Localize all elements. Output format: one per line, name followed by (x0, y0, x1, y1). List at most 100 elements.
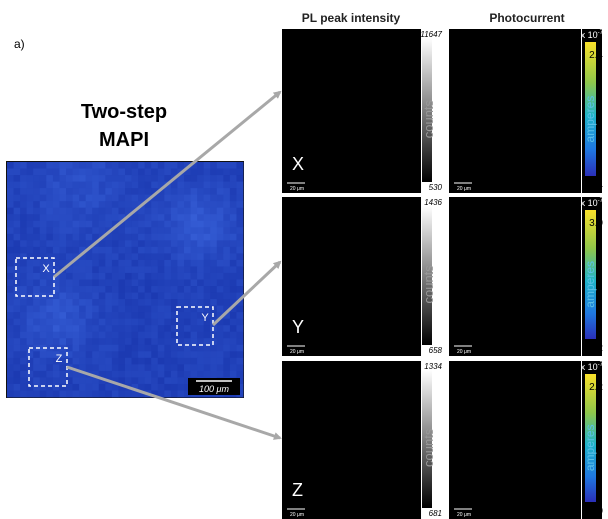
pixel (112, 345, 119, 352)
pixel (488, 243, 494, 249)
pixel (510, 88, 516, 94)
pixel (59, 214, 66, 221)
pixel (307, 162, 312, 167)
pixel (236, 234, 243, 241)
pixel (73, 293, 80, 300)
scale-bar-label: 20 μm (290, 349, 304, 355)
pixel (14, 319, 21, 326)
pixel (376, 277, 381, 282)
pixel (145, 312, 152, 319)
pixel (569, 277, 575, 283)
pixel (230, 351, 237, 358)
pixel (322, 330, 327, 335)
pixel (327, 136, 332, 141)
pixel (327, 406, 332, 411)
pixel (371, 81, 376, 86)
pixel (361, 247, 366, 252)
pixel (312, 55, 317, 60)
pixel (488, 271, 494, 277)
pixel (558, 282, 564, 288)
pixel (410, 247, 415, 252)
pixel (504, 36, 510, 42)
pixel (217, 234, 224, 241)
pixel (542, 220, 548, 226)
pixel (410, 198, 415, 203)
pixel (575, 59, 581, 65)
pixel (376, 152, 381, 157)
pixel (317, 321, 322, 326)
pixel (86, 280, 93, 287)
pixel (347, 126, 352, 131)
pixel (455, 117, 461, 123)
pixel (520, 282, 526, 288)
pixel (493, 65, 499, 71)
pixel (381, 71, 386, 76)
pixel (342, 262, 347, 267)
pixel (537, 198, 543, 204)
pixel (386, 286, 391, 291)
pixel (204, 280, 211, 287)
pixel (455, 327, 461, 333)
pixel (132, 332, 139, 339)
pixel (283, 362, 288, 367)
pixel (461, 146, 467, 152)
pixel (381, 335, 386, 340)
pixel (337, 335, 342, 340)
pixel (537, 310, 543, 316)
pixel (177, 208, 184, 215)
pixel (59, 293, 66, 300)
pixel (7, 280, 14, 287)
pixel (410, 213, 415, 218)
pixel (376, 286, 381, 291)
pixel (461, 30, 467, 36)
pixel (391, 237, 396, 242)
pixel (371, 425, 376, 430)
pixel (33, 377, 40, 384)
pixel (210, 175, 217, 182)
pixel (400, 401, 405, 406)
pixel (526, 333, 532, 339)
pixel (307, 86, 312, 91)
pixel (99, 312, 106, 319)
pixel (510, 310, 516, 316)
pixel (542, 36, 548, 42)
pixel (488, 349, 494, 355)
pixel (553, 134, 559, 140)
pixel (553, 327, 559, 333)
pixel (342, 330, 347, 335)
pixel (145, 384, 152, 391)
pixel (366, 445, 371, 450)
pixel (298, 272, 303, 277)
pixel (66, 293, 73, 300)
pixel (461, 288, 467, 294)
pixel (14, 169, 21, 176)
pixel (381, 421, 386, 426)
pixel (450, 152, 456, 158)
pixel (564, 260, 570, 266)
pixel (33, 234, 40, 241)
pixel (298, 146, 303, 151)
pixel (125, 162, 132, 169)
pixel (361, 213, 366, 218)
pixel (366, 177, 371, 182)
pixel (396, 277, 401, 282)
pixel (118, 390, 125, 397)
pixel (20, 377, 27, 384)
pixel (151, 286, 158, 293)
pixel (396, 272, 401, 277)
pixel (371, 167, 376, 172)
pixel (317, 311, 322, 316)
pixel (118, 201, 125, 208)
pixel (548, 349, 554, 355)
pixel (564, 333, 570, 339)
pixel (138, 332, 145, 339)
pixel (488, 111, 494, 117)
pixel (132, 234, 139, 241)
pixel (322, 242, 327, 247)
pixel (569, 220, 575, 226)
pixel (347, 96, 352, 101)
pixel (504, 344, 510, 350)
pixel (132, 247, 139, 254)
pixel (361, 377, 366, 382)
pixel (531, 140, 537, 146)
